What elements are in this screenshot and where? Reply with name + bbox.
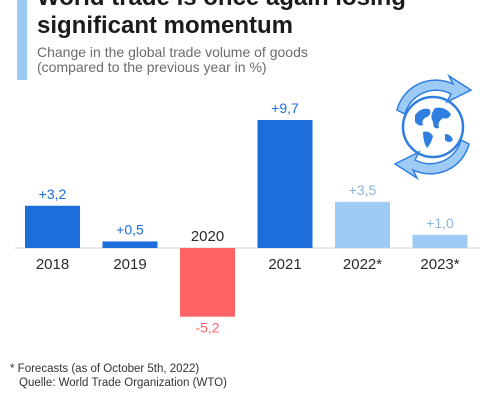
chart-subtitle: Change in the global trade volume of goo… <box>37 45 397 75</box>
forecast-note: * Forecasts (as of October 5th, 2022) <box>10 363 200 375</box>
value-label-2018: +3,2 <box>39 186 67 202</box>
source-note: Quelle: World Trade Organization (WTO) <box>19 377 227 389</box>
value-label-2022*: +3,5 <box>349 182 377 198</box>
bar-2023* <box>412 234 468 248</box>
tick-label-2023*: 2023* <box>420 256 459 273</box>
bar-2019 <box>102 241 158 248</box>
value-label-2023*: +1,0 <box>426 215 454 231</box>
bar-2020 <box>180 248 235 317</box>
value-label-2020: -5,2 <box>195 320 219 336</box>
value-label-2021: +9,7 <box>271 100 299 116</box>
tick-label-2021: 2021 <box>268 256 301 273</box>
bar-2022* <box>335 201 390 248</box>
value-label-2019: +0,5 <box>116 221 144 237</box>
subtitle-line-2: (compared to the previous year in %) <box>37 59 267 75</box>
tick-label-2019: 2019 <box>113 256 146 273</box>
title-line-1: World trade is once again losing <box>37 0 406 11</box>
chart-title: World trade is once again losing signifi… <box>37 0 417 40</box>
chart-footer: * Forecasts (as of October 5th, 2022) Qu… <box>10 362 227 390</box>
tick-label-2020: 2020 <box>191 228 224 245</box>
globe-recycle-arrows-icon <box>383 70 483 181</box>
tick-label-2022*: 2022* <box>343 256 382 273</box>
title-accent-bar <box>17 0 27 80</box>
tick-label-2018: 2018 <box>36 256 69 273</box>
bar-chart: +3,2 2018 +0,5 2019 -5,2 2020 +9,7 2021 +3,5 2022… <box>15 100 480 336</box>
subtitle-line-1: Change in the global trade volume of goo… <box>37 44 308 60</box>
bar-2018 <box>25 205 80 248</box>
bar-2021 <box>257 119 313 249</box>
title-line-2: significant momentum <box>37 12 294 39</box>
